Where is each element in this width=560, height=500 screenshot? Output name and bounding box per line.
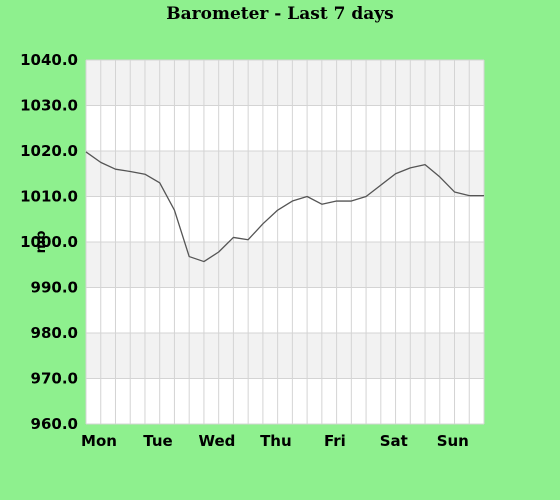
y-tick-label: 990.0 [31,279,78,297]
y-tick-label: 1000.0 [20,233,78,251]
y-axis-label: mb [34,231,49,254]
x-tick-label: Mon [81,432,117,450]
plot-band [86,242,484,288]
y-tick-label: 960.0 [31,415,78,433]
series-layer [85,151,484,263]
plot-band [86,287,484,333]
x-tick-labels: Mon Tue Wed Thu Fri Sat Sun [81,432,469,450]
plot-band [86,333,484,379]
plot-background [86,60,484,424]
x-tick-label: Tue [143,432,172,450]
y-tick-label: 1020.0 [20,142,78,160]
pressure-line [85,151,484,263]
y-tick-label: 1010.0 [20,188,78,206]
x-tick-label: Fri [324,432,346,450]
grid-lines [85,59,485,425]
chart-title: Barometer - Last 7 days [166,4,393,24]
x-tick-label: Wed [198,432,235,450]
y-tick-label: 1030.0 [20,97,78,115]
x-tick-label: Sun [437,432,469,450]
plot-band [86,196,484,242]
plot-band [86,151,484,197]
y-tick-label: 970.0 [31,370,78,388]
y-tick-label: 980.0 [31,324,78,342]
y-tick-label: 1040.0 [20,51,78,69]
plot-band [86,378,484,424]
y-tick-labels: 960.0 970.0 980.0 990.0 1000.0 1010.0 1020.0 10… [20,51,78,433]
x-tick-label: Thu [260,432,292,450]
x-tick-label: Sat [380,432,408,450]
plot-band [86,60,484,106]
plot-band [86,105,484,151]
